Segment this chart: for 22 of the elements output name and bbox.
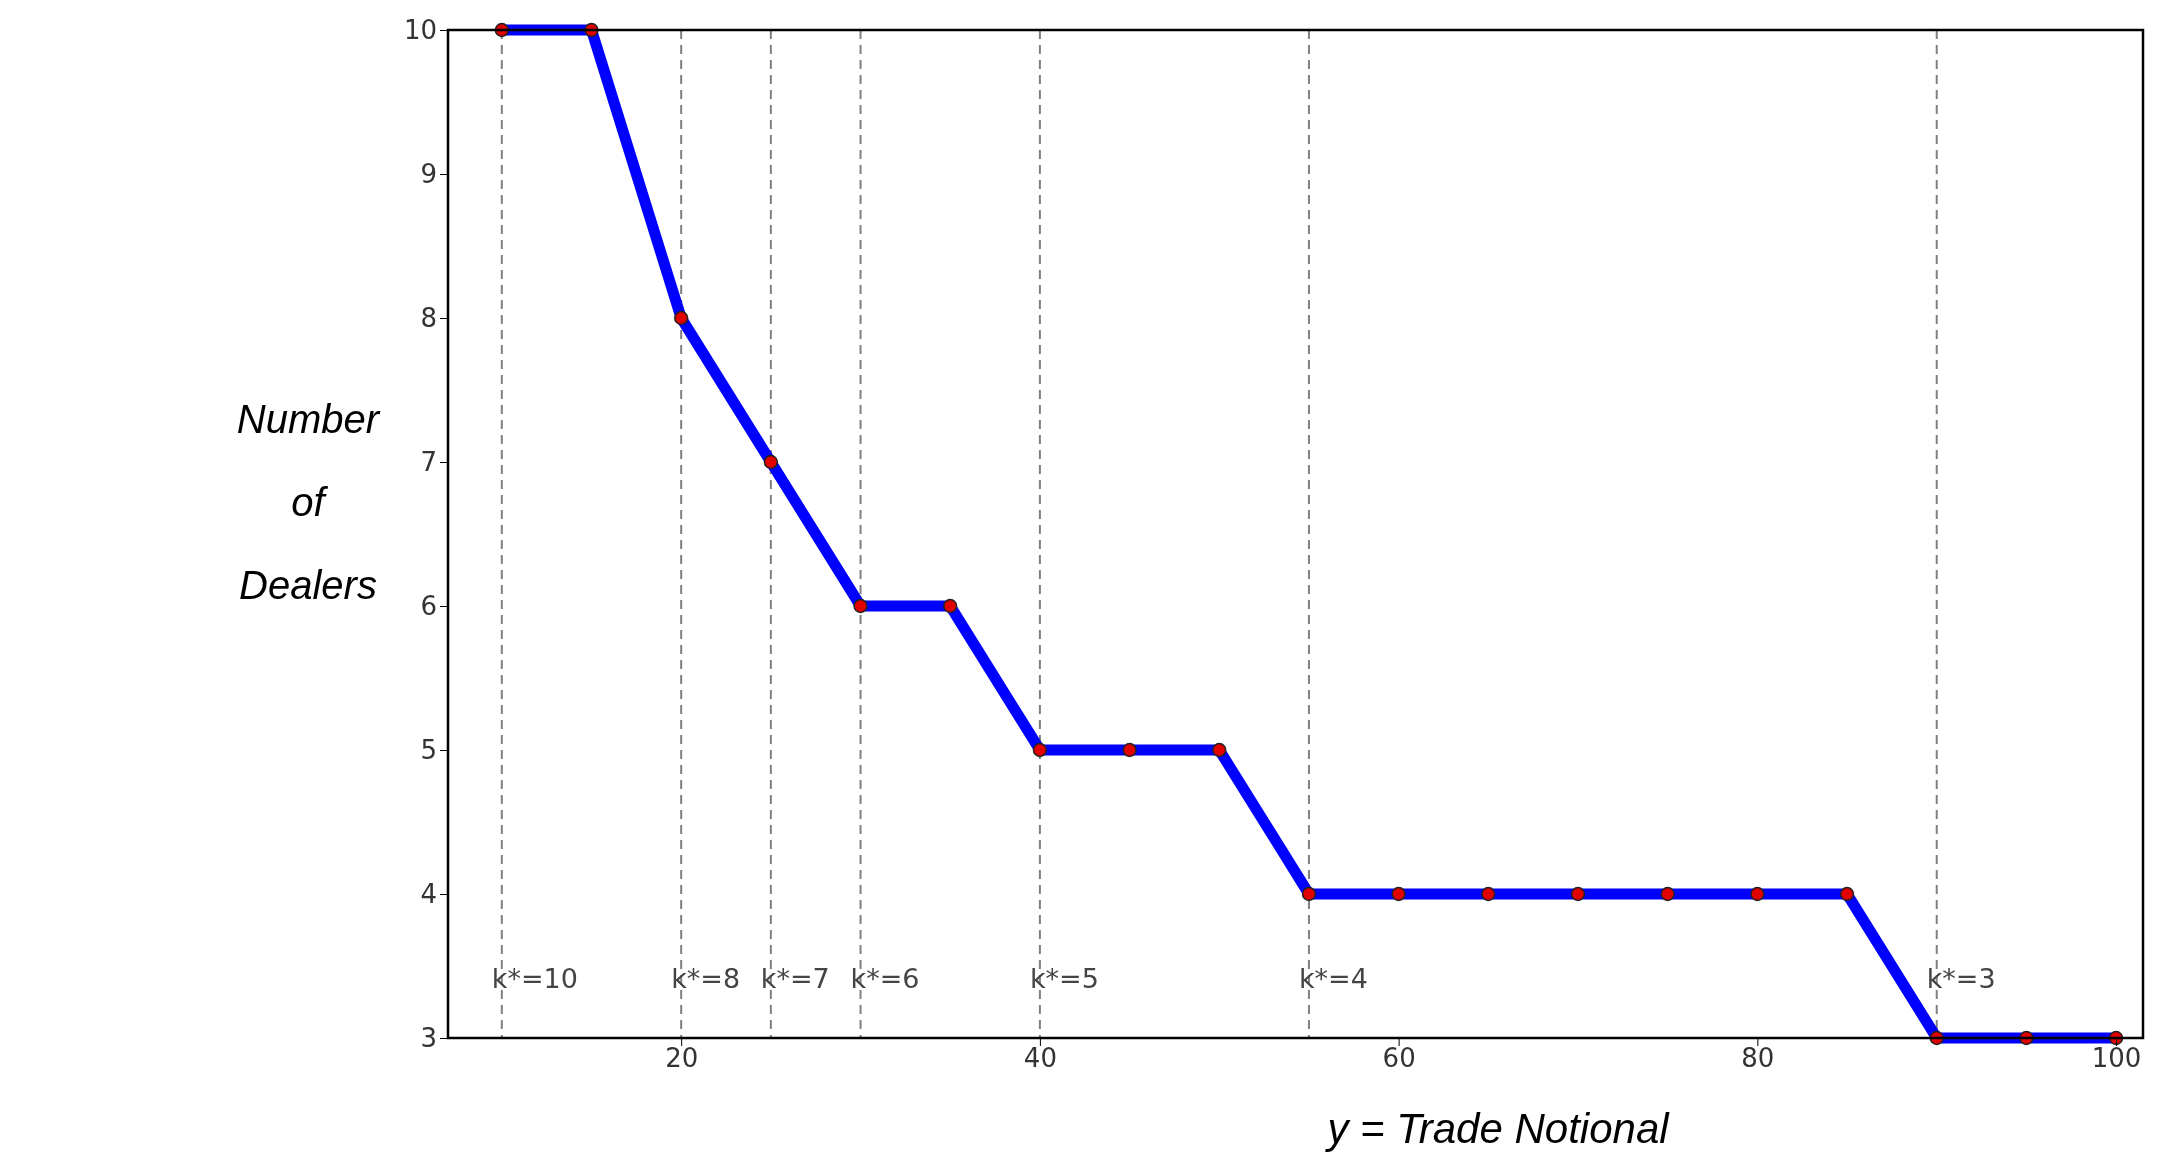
y-tick-label: 10	[403, 14, 437, 45]
annotation: k*=6	[850, 962, 920, 994]
x-axis-title: y = Trade Notional	[1324, 1105, 1671, 1152]
annotation: k*=3	[1926, 962, 1996, 994]
y-tick-label: 9	[420, 158, 437, 189]
x-tick-label: 100	[2091, 1043, 2142, 1074]
y-tick-label: 7	[420, 446, 437, 477]
annotation: k*=8	[671, 962, 741, 994]
x-tick-label: 20	[665, 1043, 699, 1074]
y-tick-label: 5	[420, 734, 437, 765]
annotation: k*=7	[760, 962, 830, 994]
x-tick-label: 60	[1382, 1043, 1416, 1074]
y-tick-label: 3	[420, 1022, 437, 1053]
annotation: k*=10	[491, 962, 578, 994]
y-tick-label: 6	[420, 590, 437, 621]
y-axis-title: Number of Dealers	[236, 397, 381, 607]
y-tick-label: 8	[420, 302, 437, 333]
x-tick-label: 40	[1023, 1043, 1057, 1074]
annotation: k*=5	[1029, 962, 1099, 994]
x-tick-label: 80	[1741, 1043, 1775, 1074]
annotation: k*=4	[1298, 962, 1368, 994]
y-tick-label: 4	[420, 878, 437, 909]
